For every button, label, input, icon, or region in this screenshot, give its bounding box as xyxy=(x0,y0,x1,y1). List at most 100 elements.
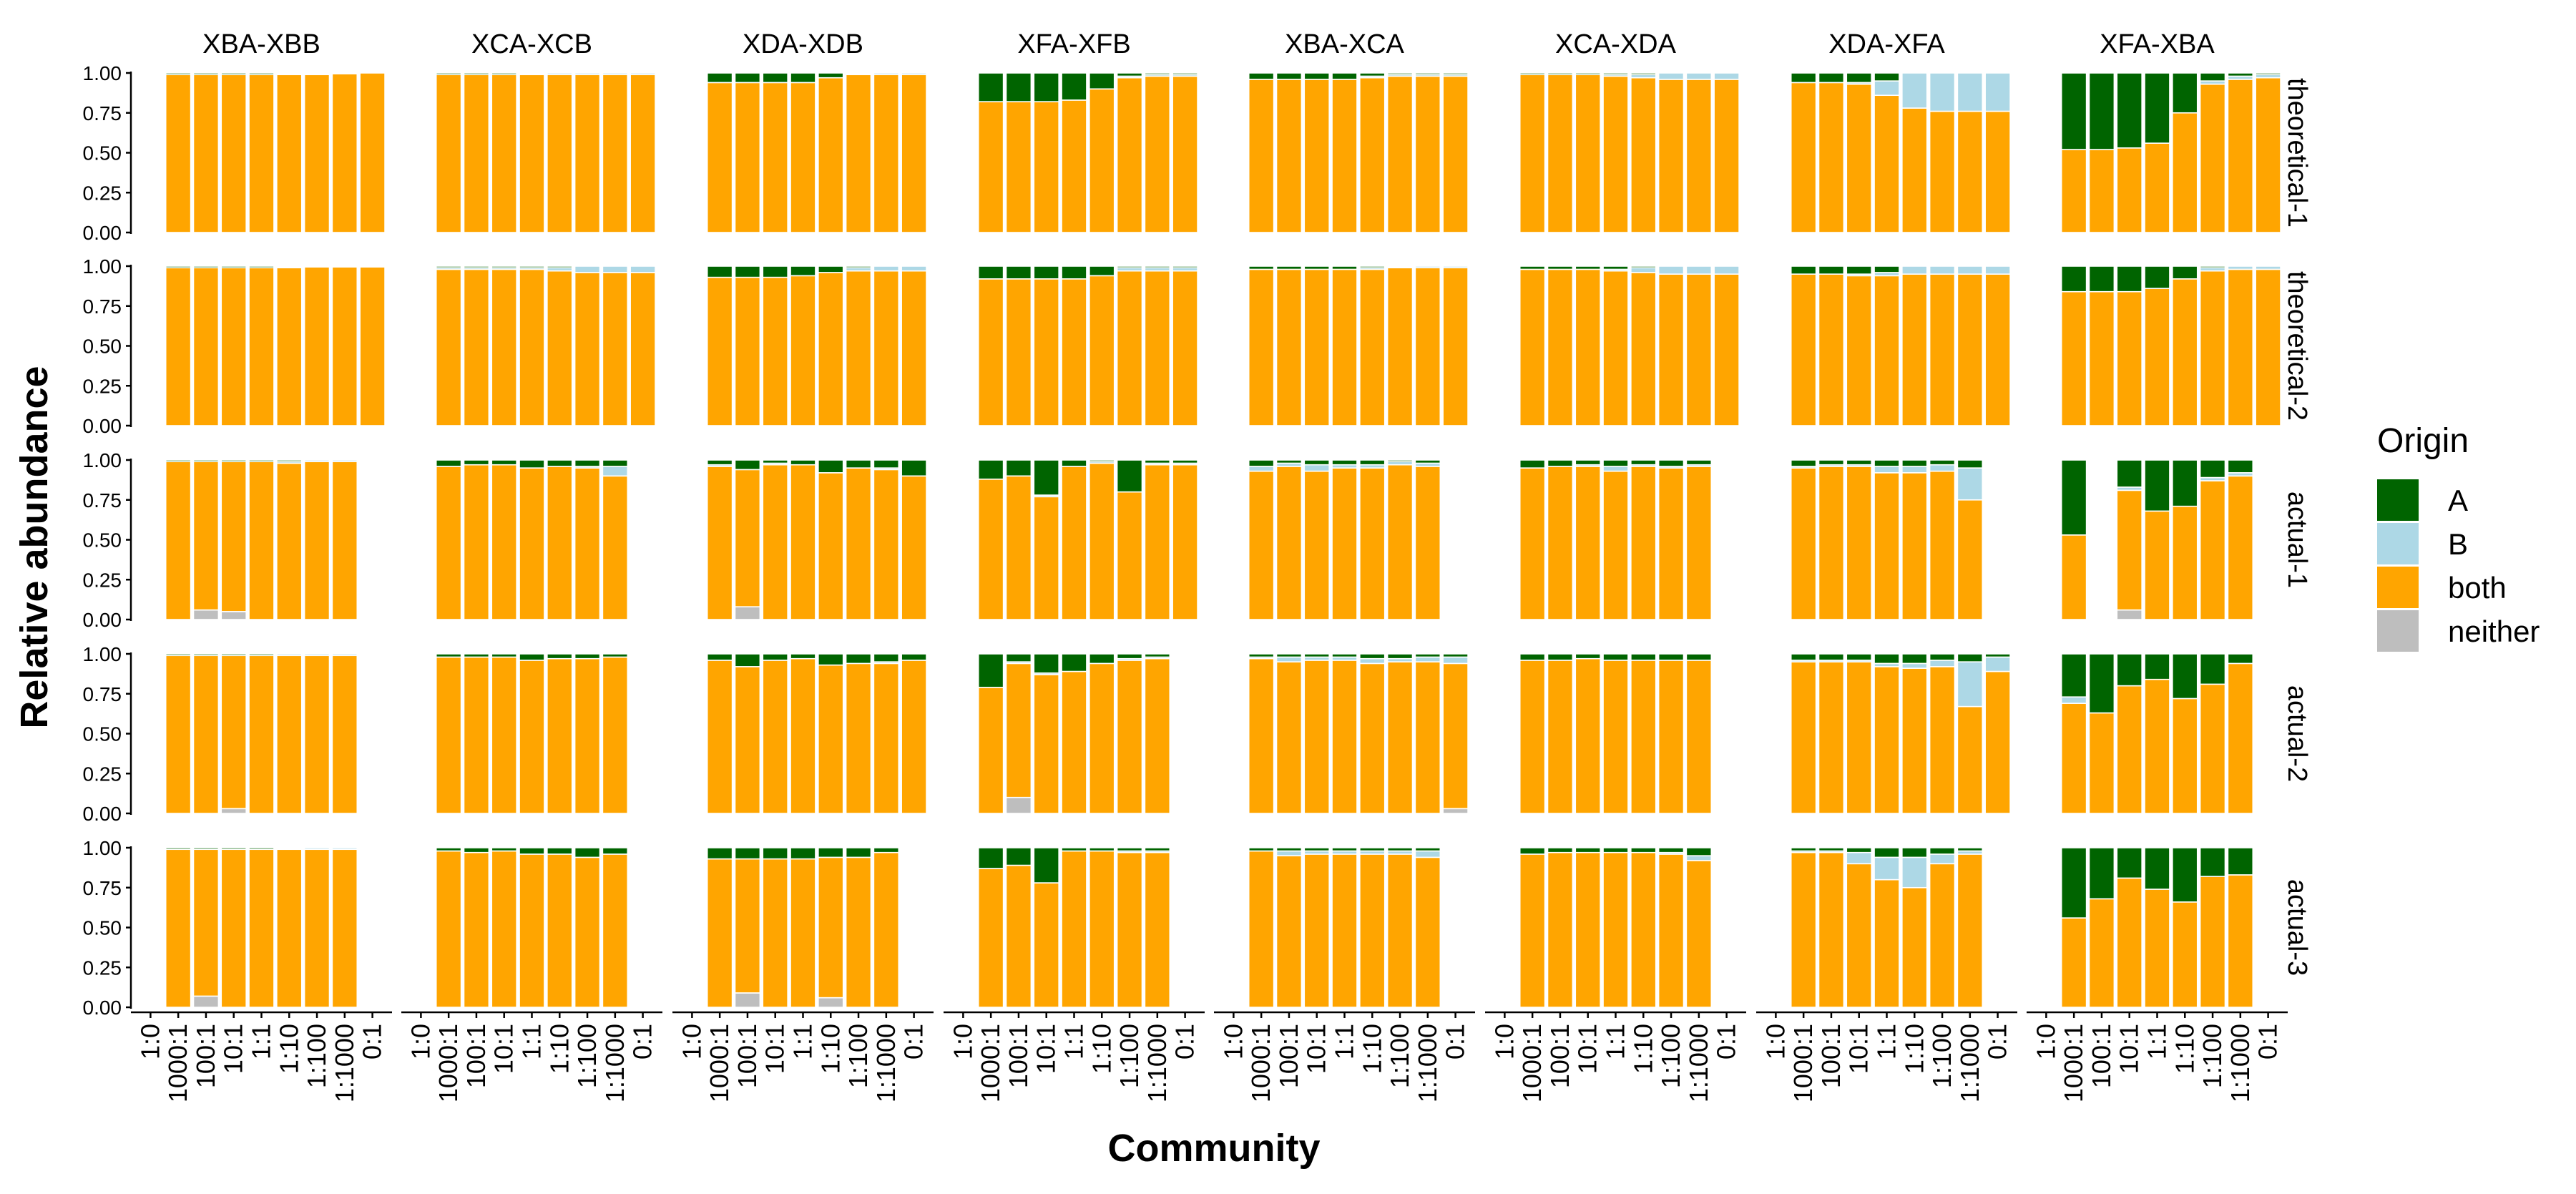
bar-segment-A xyxy=(2088,653,2115,714)
bar-segment-A xyxy=(1386,265,1414,268)
bar-segment-A xyxy=(1929,653,1956,661)
bar-segment-both xyxy=(2172,901,2198,1008)
bar-segment-both xyxy=(1929,110,1956,233)
bar-segment-A xyxy=(1984,653,2011,658)
bar-segment-A xyxy=(1602,265,1629,270)
bar-segment-A xyxy=(762,72,788,84)
bar-segment-A xyxy=(1602,459,1629,467)
bar-segment-both xyxy=(2199,83,2226,233)
x-tick-label: 100:1 xyxy=(1816,1024,1846,1088)
bar-segment-both xyxy=(1172,75,1198,233)
bar-segment-both xyxy=(491,656,517,814)
bar-segment-both xyxy=(2227,662,2254,814)
row-strip-label: actual-1 xyxy=(2282,491,2312,588)
bar-segment-both xyxy=(1005,662,1032,798)
bar-segment-both xyxy=(1033,882,1059,1008)
bar-segment-A xyxy=(303,72,330,74)
bar-segment-A xyxy=(2227,653,2254,665)
bar-segment-both xyxy=(790,82,816,233)
bar-segment-A xyxy=(1929,847,1956,855)
bar-segment-both xyxy=(547,657,573,814)
bar-segment-A xyxy=(2227,847,2254,876)
bar-segment-both xyxy=(1519,268,1546,426)
bar-segment-A xyxy=(1144,459,1171,464)
bar-segment-A xyxy=(818,459,844,474)
bar-segment-A xyxy=(463,459,490,466)
bar-segment-both xyxy=(248,655,275,814)
bar-segment-both xyxy=(2116,147,2142,233)
bar-segment-B xyxy=(1929,72,1956,112)
bar-segment-A xyxy=(602,459,629,467)
bar-segment-neither xyxy=(734,992,761,1008)
bar-segment-both xyxy=(1657,660,1685,814)
bar-segment-A xyxy=(977,653,1004,688)
bar-segment-both xyxy=(2199,683,2226,814)
x-tick-label: 1000:1 xyxy=(2059,1024,2088,1102)
x-tick-label: 1:10 xyxy=(2170,1024,2199,1074)
bar-segment-A xyxy=(165,72,192,76)
bar-segment-both xyxy=(519,467,545,620)
bar-segment-both xyxy=(1790,273,1817,426)
bar-segment-A xyxy=(1331,265,1358,270)
row-strip-label: theoretical-1 xyxy=(2282,78,2312,227)
bar-segment-both xyxy=(1303,470,1330,620)
bar-segment-both xyxy=(1901,472,1928,620)
bar-segment-A xyxy=(845,265,872,269)
bar-segment-B xyxy=(1901,72,1928,109)
bar-segment-both xyxy=(1685,273,1713,426)
bar-segment-A xyxy=(220,72,247,76)
x-tick-label: 1:1000 xyxy=(871,1024,901,1102)
bar-segment-both xyxy=(220,267,247,426)
bar-segment-B xyxy=(1874,466,1900,474)
x-tick-label: 1000:1 xyxy=(705,1024,734,1102)
bar-segment-both xyxy=(463,656,490,814)
bar-segment-A xyxy=(220,653,247,657)
bar-segment-A xyxy=(220,847,247,851)
x-tick-label: 1000:1 xyxy=(1788,1024,1818,1102)
bar-segment-both xyxy=(2088,898,2115,1008)
x-tick-label: 10:1 xyxy=(1573,1024,1602,1074)
bar-segment-both xyxy=(276,848,303,1008)
bar-segment-A xyxy=(1846,847,1872,853)
bar-segment-neither xyxy=(734,606,761,620)
bar-segment-both xyxy=(2227,79,2254,233)
bar-segment-B xyxy=(1901,466,1928,474)
bar-segment-A xyxy=(818,847,844,858)
bar-segment-A xyxy=(1519,72,1546,76)
bar-segment-A xyxy=(734,265,761,278)
bar-segment-A xyxy=(1630,265,1657,269)
bar-segment-A xyxy=(2144,653,2170,680)
bar-segment-both xyxy=(435,656,462,814)
bar-segment-both xyxy=(1359,467,1386,620)
bar-segment-A xyxy=(1116,459,1143,493)
bar-segment-both xyxy=(2116,877,2142,1008)
x-tick-label: 100:1 xyxy=(733,1024,762,1088)
bar-segment-both xyxy=(1144,75,1171,233)
bar-segment-both xyxy=(1248,268,1275,426)
bar-segment-A xyxy=(1033,847,1059,884)
bar-segment-both xyxy=(818,856,844,999)
bar-segment-both xyxy=(2172,112,2198,233)
bar-segment-both xyxy=(630,74,656,233)
bar-segment-B xyxy=(1275,656,1303,662)
bar-segment-A xyxy=(1657,653,1685,661)
x-tick-label: 100:1 xyxy=(191,1024,220,1088)
bar-segment-B xyxy=(1442,656,1469,665)
bar-segment-A xyxy=(734,653,761,667)
bar-segment-A xyxy=(1089,847,1115,852)
bar-segment-both xyxy=(574,657,601,814)
bar-segment-A xyxy=(1248,265,1275,270)
bar-segment-A xyxy=(1957,847,1984,852)
bar-segment-A xyxy=(1248,72,1275,80)
bar-segment-A xyxy=(276,459,303,463)
x-tick-label: 1:100 xyxy=(302,1024,331,1088)
bar-segment-A xyxy=(762,459,788,464)
bar-segment-A xyxy=(1602,847,1629,853)
row-strip-label: theoretical-2 xyxy=(2282,271,2312,421)
bar-segment-B xyxy=(303,459,330,463)
bar-segment-both xyxy=(1116,491,1143,620)
bar-segment-both xyxy=(1414,75,1441,233)
x-tick-label: 1:10 xyxy=(544,1024,574,1074)
y-tick-label: 0.25 xyxy=(83,182,122,204)
bar-segment-A xyxy=(2172,72,2198,114)
